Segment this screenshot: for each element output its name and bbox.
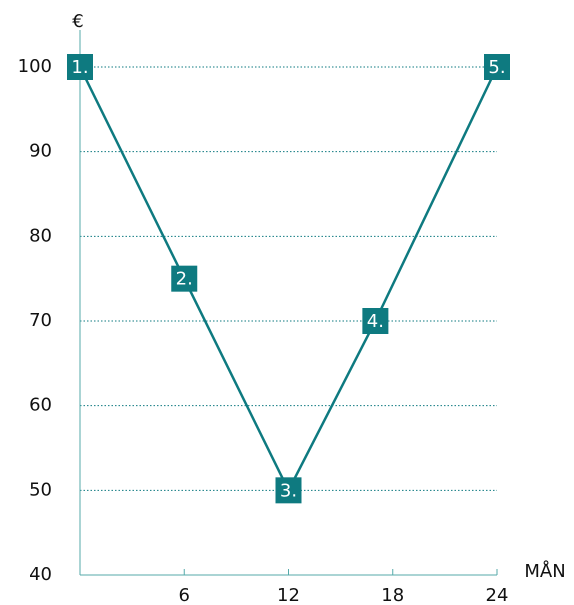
x-tick-label: 18 [381,585,404,605]
y-tick-label: 70 [29,310,52,331]
y-tick-label: 100 [18,56,52,77]
x-tick-label: 24 [486,585,509,605]
x-axis-label: MÅN [524,560,565,582]
point-label: 4. [367,311,384,332]
point-label: 2. [176,269,193,290]
point-marker [67,54,93,80]
point-marker [362,308,389,334]
point-marker [484,54,510,80]
x-tick-label: 6 [179,585,190,605]
y-tick-label: 60 [29,395,52,416]
point-label: 5. [488,57,505,78]
point-label: 3. [280,480,297,501]
y-axis-label: € [72,11,83,32]
y-tick-label: 80 [29,225,52,246]
point-marker [275,477,302,504]
y-tick-label: 90 [29,141,52,162]
y-tick-label: 50 [29,479,52,500]
line [78,66,499,494]
point-marker [171,265,198,292]
x-tick-label: 12 [277,585,300,605]
y-tick-label: 40 [29,564,52,585]
point-label: 1. [71,57,88,78]
